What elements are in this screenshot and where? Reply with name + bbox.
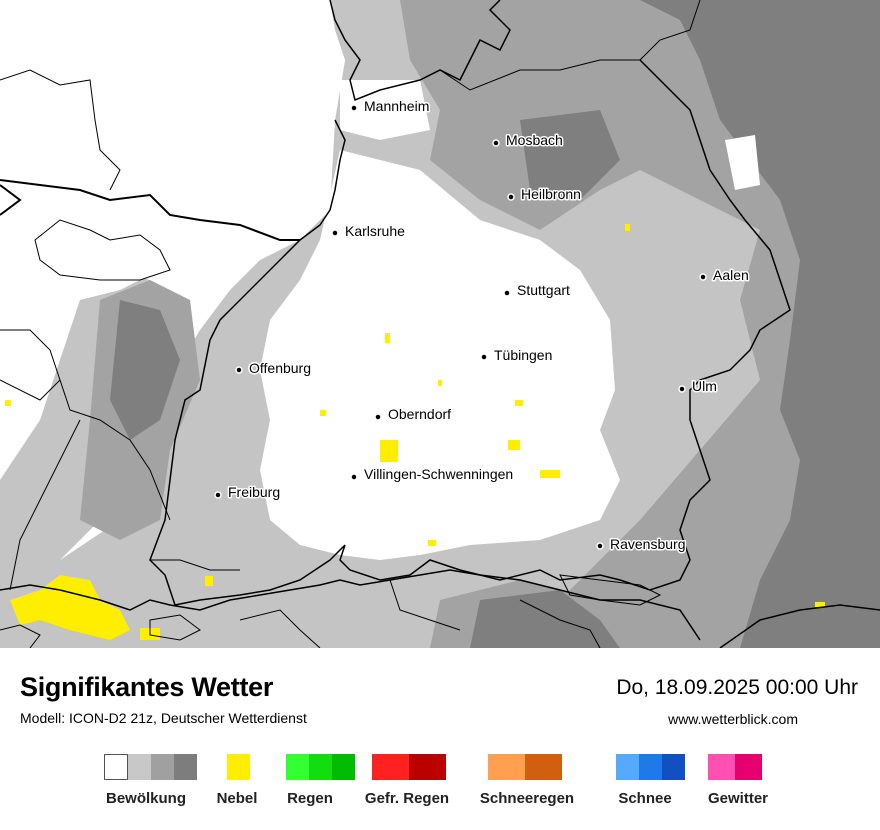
legend-label-snow: Schnee [618, 790, 672, 807]
svg-text:Oberndorf: Oberndorf [388, 406, 451, 422]
legend-label-sleet: Schneeregen [479, 790, 575, 807]
model-source: Modell: ICON-D2 21z, Deutscher Wetterdie… [20, 710, 307, 726]
legend-swatch [409, 754, 446, 780]
legend-label-thunderstorm: Gewitter [707, 790, 769, 807]
svg-text:Tübingen: Tübingen [494, 347, 552, 363]
legend-swatch [372, 754, 409, 780]
legend-thunderstorm [708, 754, 762, 782]
svg-text:Mosbach: Mosbach [506, 132, 563, 148]
legend-snow [616, 754, 685, 782]
city-ulm: Ulm [678, 377, 718, 396]
lake-outline [559, 574, 662, 606]
legend-swatch [128, 754, 151, 780]
svg-text:Karlsruhe: Karlsruhe [345, 223, 405, 239]
city-ravensburg: Ravensburg [596, 535, 687, 554]
legend-swatch [104, 754, 128, 780]
legend-swatch [708, 754, 735, 780]
legend-swatch [488, 754, 525, 780]
city-mannheim: Mannheim [350, 97, 431, 116]
legend-swatch [662, 754, 685, 780]
svg-text:Heilbronn: Heilbronn [521, 186, 581, 202]
svg-text:Ulm: Ulm [692, 378, 717, 394]
city-stuttgart: Stuttgart [503, 281, 572, 300]
svg-text:Mannheim: Mannheim [364, 98, 429, 114]
legend-swatch [332, 754, 355, 780]
svg-text:Stuttgart: Stuttgart [517, 282, 570, 298]
clear-sky-area [0, 0, 760, 560]
city-markers: Mannheim Mosbach Heilbronn Karlsruhe Aal… [214, 97, 750, 554]
svg-text:Offenburg: Offenburg [249, 360, 311, 376]
city-villingen-schwenningen: Villingen-Schwenningen [350, 465, 515, 484]
legend-swatch [286, 754, 309, 780]
city-tuebingen: Tübingen [480, 346, 554, 365]
legend-rain [286, 754, 355, 782]
city-freiburg: Freiburg [214, 483, 282, 502]
legend-swatch [309, 754, 332, 780]
legend-swatch [227, 754, 250, 780]
legend-swatch [735, 754, 762, 780]
legend-label-freezing-rain: Gefr. Regen [364, 790, 450, 807]
city-karlsruhe: Karlsruhe [331, 222, 407, 241]
map-footer: Signifikantes Wetter Modell: ICON-D2 21z… [0, 648, 880, 830]
fog-patches [5, 224, 825, 640]
legend-swatch [616, 754, 639, 780]
legend-swatch [174, 754, 197, 780]
legend-fog [227, 754, 250, 782]
svg-text:Villingen-Schwenningen: Villingen-Schwenningen [364, 466, 513, 482]
legend-swatch [151, 754, 174, 780]
legend-swatch [639, 754, 662, 780]
svg-text:Freiburg: Freiburg [228, 484, 280, 500]
city-offenburg: Offenburg [235, 359, 313, 378]
borders [0, 0, 880, 648]
legend-label-fog: Nebel [216, 790, 258, 807]
legend-cloud-cover [104, 754, 197, 782]
website-url: www.wetterblick.com [668, 711, 798, 727]
city-aalen: Aalen [699, 266, 750, 285]
legend-label-cloud-cover: Bewölkung [105, 790, 187, 807]
legend-freezing-rain [372, 754, 446, 782]
svg-text:Ravensburg: Ravensburg [610, 536, 686, 552]
legend-swatch [525, 754, 562, 780]
city-oberndorf: Oberndorf [374, 405, 453, 424]
legend-label-rain: Regen [287, 790, 333, 807]
cloud-cover-dark [110, 0, 880, 648]
city-mosbach: Mosbach [492, 131, 564, 150]
map-title: Signifikantes Wetter [20, 672, 274, 702]
weather-map: Mannheim Mosbach Heilbronn Karlsruhe Aal… [0, 0, 880, 648]
legend-sleet [488, 754, 562, 782]
valid-time: Do, 18.09.2025 00:00 Uhr [616, 676, 858, 699]
city-heilbronn: Heilbronn [507, 185, 582, 204]
svg-text:Aalen: Aalen [713, 267, 749, 283]
